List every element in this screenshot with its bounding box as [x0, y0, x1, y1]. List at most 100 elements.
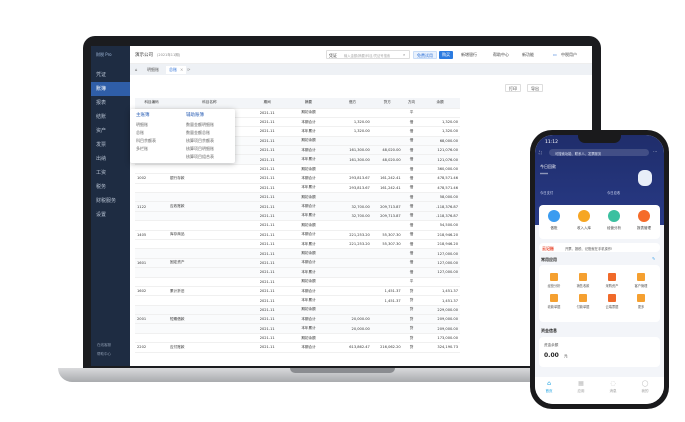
dropdown-item[interactable]: 数量金额总账: [186, 130, 210, 135]
quick-action-label[interactable]: 收入入库: [577, 226, 591, 230]
app-label[interactable]: 付款单据: [576, 305, 590, 309]
table-cell: 1122: [135, 201, 169, 212]
nav-tab[interactable]: 消息: [609, 389, 617, 393]
header-link-new[interactable]: 新功能: [522, 52, 534, 57]
quick-action-label[interactable]: 报表管理: [637, 226, 651, 230]
phone-search-input[interactable]: 可搜索功能、联系人、发票服务: [549, 149, 649, 156]
app-icon[interactable]: [608, 294, 616, 302]
table-cell: 1,451.37: [371, 286, 403, 297]
search-type[interactable]: 凭证: [329, 53, 337, 58]
dropdown-item[interactable]: 核算项目组合表: [186, 154, 214, 159]
table-cell: 55,307.30: [371, 230, 403, 240]
table-cell: 本期合计: [283, 286, 334, 297]
robot-mascot-icon: [638, 170, 652, 186]
dropdown-item[interactable]: 总账: [136, 130, 144, 135]
scan-icon[interactable]: ⛶: [539, 150, 542, 155]
company-name[interactable]: 演示公司: [135, 53, 153, 58]
table-cell: 短期借款: [168, 314, 251, 325]
sidebar-item[interactable]: 发票: [96, 142, 107, 148]
app-label[interactable]: 销售收款: [576, 284, 590, 288]
edit-icon[interactable]: ✎: [652, 256, 656, 261]
column-header[interactable]: 科目编码: [135, 98, 169, 109]
header-link-bank[interactable]: 新增银行: [461, 52, 477, 57]
quick-action-icon[interactable]: [638, 210, 650, 222]
table-cell: 借: [402, 126, 421, 137]
notice-bar[interactable]: 云记账 开票、报税、记账就在手机操作!: [539, 243, 660, 252]
tab-detail-ledger[interactable]: 明细账: [147, 67, 159, 72]
sidebar-help[interactable]: 帮助中心: [97, 352, 111, 356]
quick-action-label[interactable]: 做账: [550, 226, 558, 230]
app-icon[interactable]: [579, 273, 587, 281]
table-cell: 本期合计: [283, 230, 334, 240]
quick-action-label[interactable]: 经营分析: [607, 226, 621, 230]
sidebar-online-service[interactable]: 在线客服: [97, 343, 111, 347]
quick-action-icon[interactable]: [578, 210, 590, 222]
dropdown-item[interactable]: 核算项目余额表: [186, 138, 214, 143]
print-button[interactable]: 打印: [505, 84, 521, 92]
nav-tab[interactable]: 我的: [641, 389, 649, 393]
app-icon[interactable]: [608, 273, 616, 281]
table-cell: [333, 295, 372, 306]
app-label[interactable]: 收款单据: [547, 305, 561, 309]
nav-icon[interactable]: ◯: [641, 380, 649, 387]
column-header[interactable]: 科目名称: [168, 98, 251, 109]
search-icon[interactable]: ⌕: [403, 52, 406, 57]
sidebar-item[interactable]: 账簿: [91, 82, 130, 96]
column-header[interactable]: 期间: [250, 98, 284, 109]
close-tab-icon[interactable]: ×: [180, 67, 184, 72]
home-icon[interactable]: ⌂: [135, 67, 138, 72]
nav-tab[interactable]: 应用: [577, 389, 585, 393]
dropdown-item[interactable]: 多栏账: [136, 146, 148, 151]
column-header[interactable]: 贷方: [371, 98, 403, 109]
column-header[interactable]: 借方: [333, 98, 372, 109]
nav-tab[interactable]: 首页: [545, 389, 553, 393]
user-menu[interactable]: 中税用户: [561, 52, 577, 57]
funds-card[interactable]: 资金余额 0.00 元: [539, 337, 660, 367]
sidebar-item[interactable]: 报表: [96, 100, 107, 106]
quick-action-icon[interactable]: [548, 210, 560, 222]
free-trial-button[interactable]: 免费试用: [413, 50, 437, 59]
app-label[interactable]: 客户管理: [634, 284, 648, 288]
tab-general-ledger[interactable]: 总账: [169, 67, 177, 72]
export-button[interactable]: 导出: [527, 84, 543, 92]
app-icon[interactable]: [550, 273, 558, 281]
more-icon[interactable]: ⋯: [653, 149, 657, 154]
column-header[interactable]: 余额: [420, 98, 460, 109]
app-label[interactable]: 更多: [637, 305, 645, 309]
quick-action-icon[interactable]: [608, 210, 620, 222]
sidebar-item[interactable]: 资产: [96, 128, 107, 134]
dropdown-item[interactable]: 数量金额明细账: [186, 122, 214, 127]
dropdown-item[interactable]: 核算项目明细账: [186, 146, 214, 151]
search-input[interactable]: 凭证 输入金额/摘要/科目/凭证号搜索 ⌕: [326, 50, 410, 59]
app-label[interactable]: 经营分析: [547, 284, 561, 288]
nav-icon[interactable]: ◌: [610, 380, 616, 387]
nav-icon[interactable]: ▦: [578, 380, 584, 387]
app-icon[interactable]: [637, 273, 645, 281]
sidebar-item[interactable]: 设置: [96, 212, 107, 218]
dropdown-item[interactable]: 明细账: [136, 122, 148, 127]
table-cell: 2021-11: [250, 258, 284, 269]
sidebar-item[interactable]: 财税服务: [96, 198, 117, 204]
table-cell: [168, 277, 251, 287]
dropdown-item[interactable]: 科目余额表: [136, 138, 156, 143]
app-label[interactable]: 云端票据: [605, 305, 619, 309]
sidebar-item[interactable]: 凭证: [96, 72, 107, 78]
app-icon[interactable]: [550, 294, 558, 302]
buy-button[interactable]: 购买: [439, 50, 453, 59]
stat-pay: 今日支付: [540, 191, 554, 195]
header-link-help[interactable]: 帮助中心: [493, 52, 509, 57]
table-cell: [168, 220, 251, 231]
column-header[interactable]: 摘要: [283, 98, 334, 109]
sidebar-item[interactable]: 税务: [96, 184, 107, 190]
refresh-icon[interactable]: ⟳: [187, 66, 191, 72]
app-icon[interactable]: [637, 294, 645, 302]
table-cell: 借: [402, 201, 421, 212]
app-icon[interactable]: [579, 294, 587, 302]
column-header[interactable]: 方向: [402, 98, 421, 109]
nav-icon[interactable]: ⌂: [547, 380, 551, 387]
sidebar-item[interactable]: 工资: [96, 170, 107, 176]
table-cell: 贷: [402, 295, 421, 306]
sidebar-item[interactable]: 结账: [96, 114, 107, 120]
sidebar-item[interactable]: 出纳: [96, 156, 107, 162]
app-label[interactable]: 采购资产: [605, 284, 619, 288]
